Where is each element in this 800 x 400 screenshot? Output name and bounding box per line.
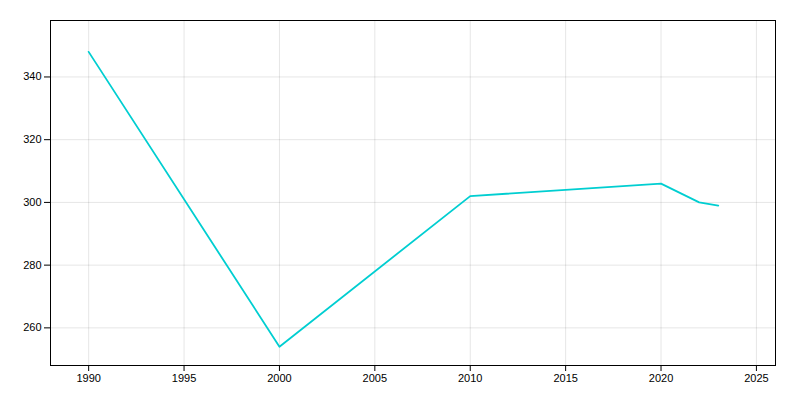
svg-text:320: 320 <box>23 133 41 145</box>
svg-text:1990: 1990 <box>76 372 100 384</box>
svg-text:340: 340 <box>23 70 41 82</box>
svg-text:1995: 1995 <box>172 372 196 384</box>
svg-text:280: 280 <box>23 259 41 271</box>
svg-text:2010: 2010 <box>458 372 482 384</box>
svg-text:300: 300 <box>23 196 41 208</box>
svg-text:2005: 2005 <box>363 372 387 384</box>
svg-text:2025: 2025 <box>744 372 768 384</box>
svg-text:260: 260 <box>23 321 41 333</box>
svg-text:2020: 2020 <box>649 372 673 384</box>
svg-text:2015: 2015 <box>553 372 577 384</box>
svg-text:2000: 2000 <box>267 372 291 384</box>
